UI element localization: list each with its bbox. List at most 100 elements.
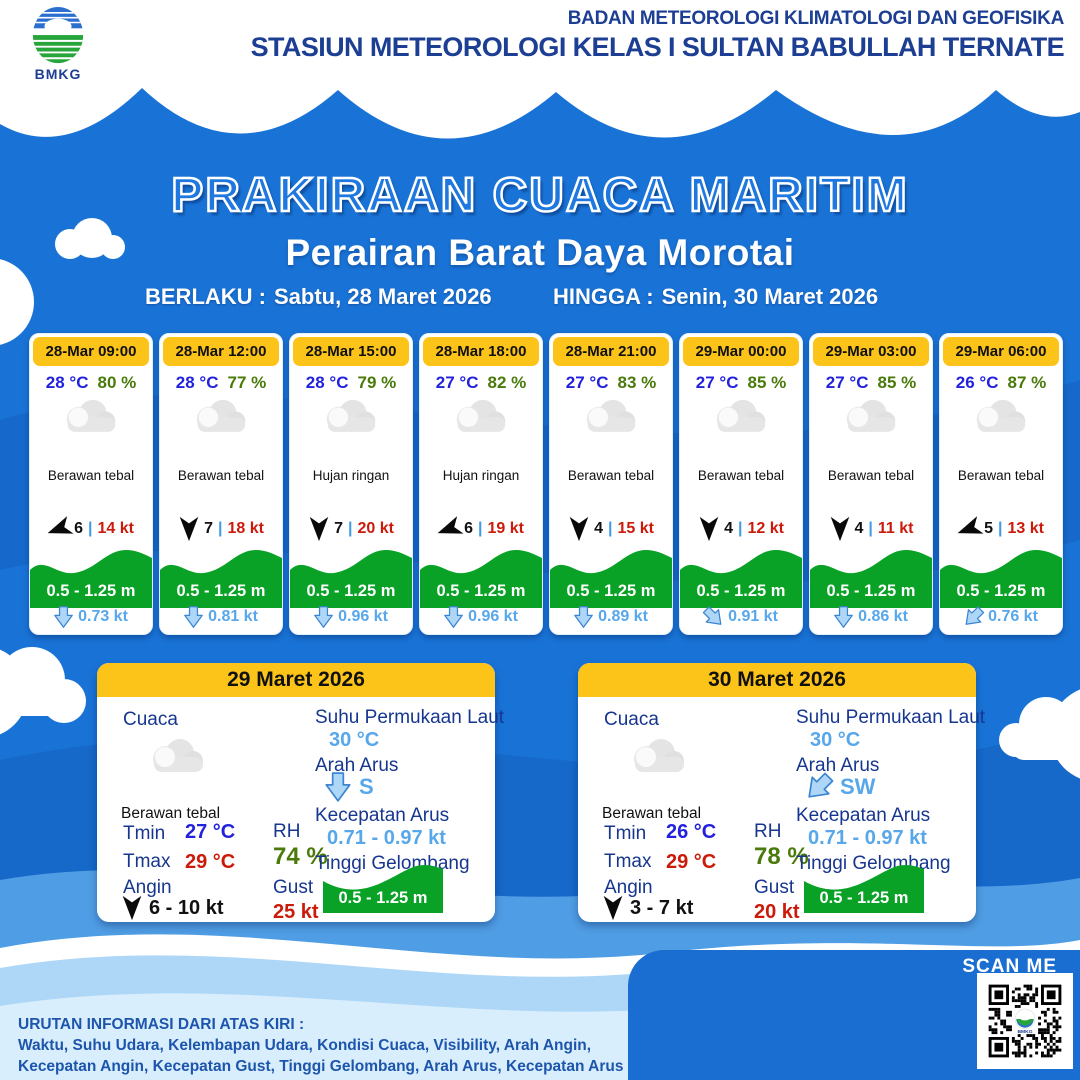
humidity: 79 % [357, 373, 397, 392]
temp-humidity-row: 27 °C 85 % [810, 373, 932, 393]
temp-humidity-row: 28 °C 80 % [30, 373, 152, 393]
agency-line1: BADAN METEOROLOGI KLIMATOLOGI DAN GEOFIS… [567, 8, 1065, 29]
wind-direction-icon [309, 516, 329, 542]
wind-speed: 13 kt [1007, 520, 1044, 537]
wind-direction-icon [954, 516, 984, 542]
wind-direction-icon [122, 895, 142, 921]
sst-label: Suhu Permukaan Laut [796, 707, 986, 728]
wave-height-value: 0.5 - 1.25 m [957, 582, 1046, 600]
hourly-forecast-card: 28-Mar 09:00 28 °C 80 % Berawan tebal 6 … [29, 333, 153, 635]
arah-arus-label: Arah Arus [315, 755, 399, 776]
current-direction: SW [840, 774, 876, 799]
wind-row: 7 | 20 kt [290, 516, 412, 542]
wave-height-band: 0.5 - 1.25 m [160, 550, 282, 608]
validity-to: HINGGA : Senin, 30 Maret 2026 [553, 284, 878, 310]
current-direction-icon [699, 602, 728, 632]
humidity: 83 % [617, 373, 657, 392]
wave-height-band: 0.5 - 1.25 m [940, 550, 1062, 608]
wind-row: 4 | 12 kt [680, 516, 802, 542]
temp-humidity-row: 26 °C 87 % [940, 373, 1062, 393]
tmax-value: 29 °C [185, 851, 236, 873]
visibility-value: 4 [594, 520, 603, 537]
weather-icon [444, 394, 518, 458]
wind-row: 6 | 14 kt [30, 516, 152, 542]
forecast-time-header: 28-Mar 12:00 [163, 337, 279, 366]
area-subtitle: Perairan Barat Daya Morotai [285, 232, 795, 273]
wave-height-band: 0.5 - 1.25 m [810, 550, 932, 608]
visibility-value: 5 [984, 520, 993, 537]
divider: | [868, 520, 873, 537]
weather-icon [964, 394, 1038, 458]
weather-condition: Hujan ringan [442, 468, 520, 483]
current-row: 0.96 kt [290, 605, 412, 629]
wind-speed: 12 kt [747, 520, 784, 537]
current-speed: 0.89 kt [598, 608, 648, 625]
agency-titles: BADAN METEOROLOGI KLIMATOLOGI DAN GEOFIS… [251, 8, 1065, 63]
wave-height-value: 0.5 - 1.25 m [827, 582, 916, 600]
wind-direction-icon [179, 516, 199, 542]
current-range: 0.71 - 0.97 kt [327, 827, 446, 849]
divider: | [997, 520, 1003, 537]
humidity: 85 % [747, 373, 787, 392]
current-speed: 0.86 kt [858, 608, 908, 625]
wind-direction-icon [830, 516, 849, 542]
temp-humidity-row: 27 °C 82 % [420, 373, 542, 393]
weather-icon [574, 394, 648, 458]
legend-line2: Kecepatan Angin, Kecepatan Gust, Tinggi … [18, 1058, 624, 1075]
wind-row: 7 | 18 kt [160, 516, 282, 542]
forecast-time-header: 28-Mar 09:00 [33, 337, 149, 366]
wave-height-value: 0.5 - 1.25 m [437, 582, 526, 600]
kecepatan-arus-label: Kecepatan Arus [315, 805, 450, 826]
current-row: 0.76 kt [940, 602, 1062, 632]
wind-direction-icon [44, 516, 74, 542]
air-temperature: 27 °C [565, 373, 609, 392]
svg-text:BMKG: BMKG [1017, 1029, 1032, 1035]
gust-value: 20 kt [754, 901, 800, 923]
air-temperature: 28 °C [45, 373, 89, 392]
divider: | [217, 520, 223, 537]
gust-label: Gust [754, 877, 795, 898]
current-direction-icon [184, 606, 203, 628]
weather-condition: Berawan tebal [957, 468, 1045, 483]
sst-value: 30 °C [329, 729, 380, 751]
wind-speed: 20 kt [357, 520, 394, 537]
wind-row: 4 | 11 kt [810, 516, 932, 542]
current-range: 0.71 - 0.97 kt [808, 827, 927, 849]
wind-speed: 18 kt [227, 520, 264, 537]
weather-condition: Berawan tebal [827, 468, 915, 483]
tmin-label: Tmin [123, 823, 166, 844]
weather-condition: Berawan tebal [121, 805, 221, 822]
wave-height-value: 0.5 - 1.25 m [307, 582, 396, 600]
weather-condition: Berawan tebal [47, 468, 135, 483]
weather-icon [704, 394, 778, 458]
wind-speed: 19 kt [487, 520, 524, 537]
tmin-value: 27 °C [185, 821, 236, 843]
visibility-value: 4 [854, 520, 864, 537]
visibility-value: 6 [464, 520, 473, 537]
current-row: 0.81 kt [160, 605, 282, 629]
tmax-label: Tmax [123, 851, 171, 872]
current-row: 0.96 kt [420, 605, 542, 629]
divider: | [87, 520, 93, 537]
berlaku-value: Sabtu, 28 Maret 2026 [274, 284, 492, 309]
divider: | [737, 520, 743, 537]
current-direction-icon [834, 606, 853, 628]
forecast-time-header: 29-Mar 06:00 [943, 337, 1059, 366]
sst-value: 30 °C [810, 729, 861, 751]
validity-from: BERLAKU : Sabtu, 28 Maret 2026 [145, 284, 492, 310]
rh-label: RH [754, 821, 782, 842]
wind-direction-icon [699, 516, 719, 542]
wave-height-band: 0.5 - 1.25 m [804, 865, 924, 913]
humidity: 80 % [97, 373, 137, 392]
visibility-value: 7 [334, 520, 343, 537]
bmkg-logo-text: BMKG [34, 66, 82, 82]
wave-height-band: 0.5 - 1.25 m [550, 550, 672, 608]
temp-humidity-row: 28 °C 77 % [160, 373, 282, 393]
wind-direction-icon [569, 516, 589, 542]
current-direction-icon [54, 606, 73, 628]
hourly-forecast-card: 28-Mar 15:00 28 °C 79 % Hujan ringan 7 |… [289, 333, 413, 635]
kecepatan-arus-label: Kecepatan Arus [796, 805, 931, 826]
air-temperature: 27 °C [825, 373, 869, 392]
wave-height-value: 0.5 - 1.25 m [567, 582, 656, 600]
